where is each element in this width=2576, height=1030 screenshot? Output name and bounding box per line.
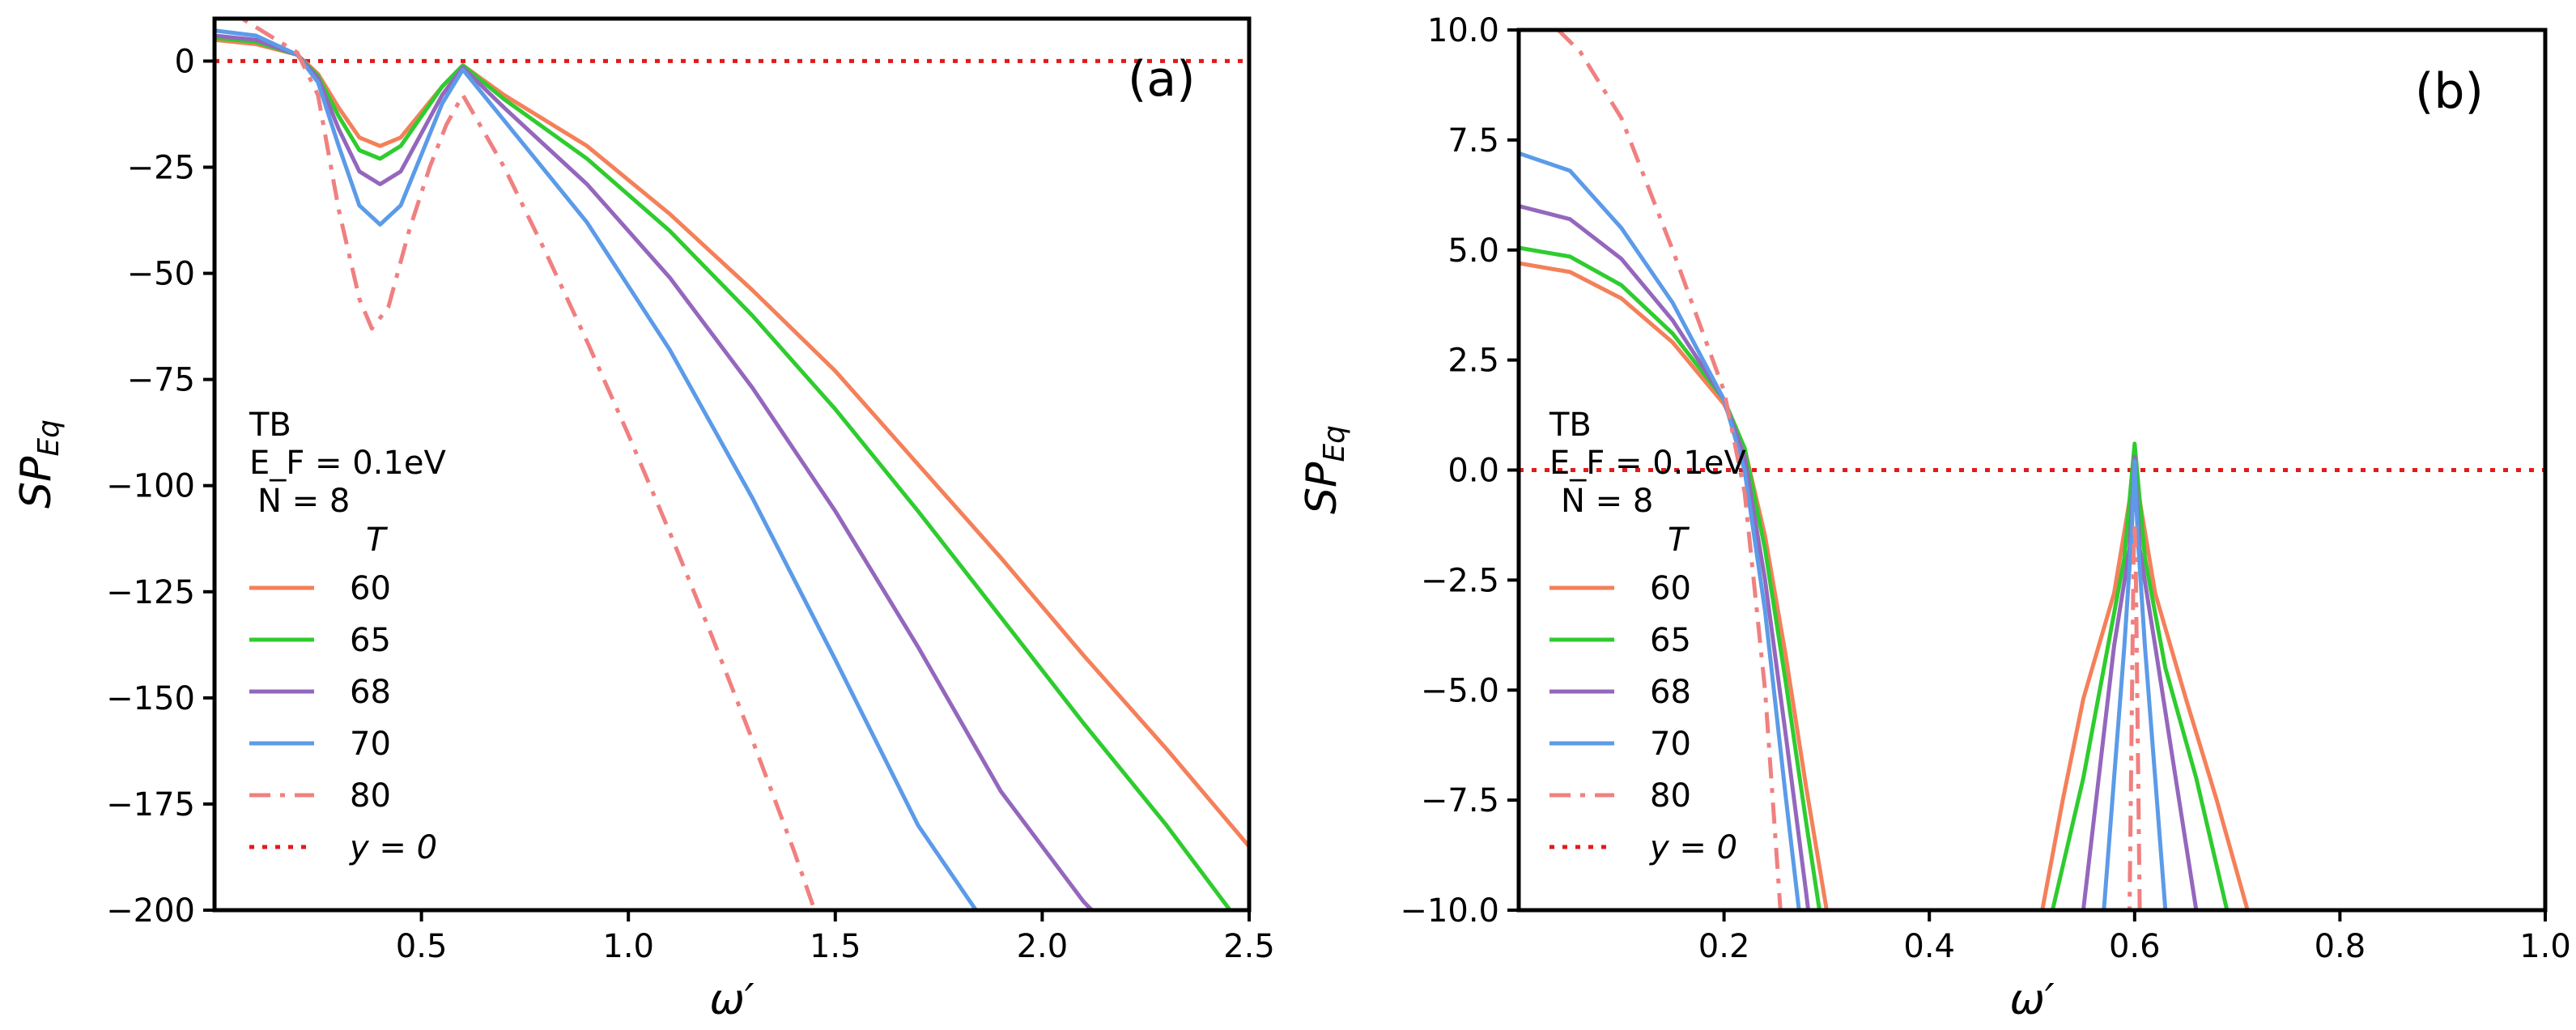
legend-a-label-5: y = 0 xyxy=(349,829,437,866)
x-tick-label-a-3: 2.0 xyxy=(1017,928,1069,965)
legend-a-line2: E_F = 0.1eV xyxy=(249,445,446,482)
panel-b: 0.2 0.4 0.6 0.8 1.0 10.0 7.5 5.0 2.5 0.0 −2.5 −5.0… xyxy=(1298,12,2571,1024)
panel-b-y-axis-label-main: SP xyxy=(1298,462,1346,514)
x-tick-label-b-1: 0.4 xyxy=(1903,928,1955,965)
panel-b-legend: TB E_F = 0.1eV N = 8 T 60 65 68 70 80 y = 0 xyxy=(1549,406,1746,866)
panel-b-x-axis-label: ω′ xyxy=(2009,976,2055,1024)
series-a-T80 xyxy=(215,19,817,910)
y-tick-label-a-4: −100 xyxy=(106,468,195,505)
y-tick-label-a-3: −75 xyxy=(127,362,195,399)
panel-a-x-axis-label: ω′ xyxy=(709,976,755,1024)
y-tick-label-b-2: 5.0 xyxy=(1447,232,1499,270)
legend-b-entries: 60 65 68 70 80 y = 0 xyxy=(1549,570,1737,866)
panel-b-y-axis-label: SPEq xyxy=(1298,425,1351,514)
panel-b-label: (b) xyxy=(2415,63,2484,120)
y-tick-label-b-4: 0.0 xyxy=(1447,453,1499,490)
x-tick-label-b-4: 1.0 xyxy=(2519,928,2571,965)
panel-a: 0.5 1.0 1.5 2.0 2.5 0 −25 −50 −75 −100 −125 −150 −1… xyxy=(12,16,1275,1024)
legend-b-label-0: 60 xyxy=(1650,570,1691,607)
panel-b-y-axis-label-sub: Eq xyxy=(1318,425,1351,462)
panel-a-y-axis-label-sub: Eq xyxy=(32,419,66,457)
legend-b-label-2: 68 xyxy=(1650,674,1691,711)
legend-b-line1: TB xyxy=(1549,406,1592,444)
x-tick-label-b-0: 0.2 xyxy=(1698,928,1750,965)
series-peak-b-T80 xyxy=(2128,521,2142,910)
panel-a-series xyxy=(215,19,1249,910)
y-tick-label-b-5: −2.5 xyxy=(1421,562,1499,599)
x-tick-label-b-2: 0.6 xyxy=(2109,928,2161,965)
series-peak-b-T70 xyxy=(2102,459,2168,910)
panel-a-y-axis-label: SPEq xyxy=(12,419,66,509)
panel-a-label: (a) xyxy=(1128,51,1196,108)
y-tick-label-b-8: −10.0 xyxy=(1400,892,1499,930)
legend-a-entries: 60 65 68 70 80 y = 0 xyxy=(249,570,437,866)
series-a-T65 xyxy=(215,36,1233,910)
y-tick-label-b-6: −5.0 xyxy=(1421,672,1499,709)
legend-a-line1: TB xyxy=(249,406,291,444)
legend-a-label-2: 68 xyxy=(350,674,391,711)
legend-b-label-3: 70 xyxy=(1650,726,1691,763)
panel-a-y-ticks: 0 −25 −50 −75 −100 −125 −150 −175 −200 xyxy=(106,43,215,930)
legend-b-label-1: 65 xyxy=(1650,622,1691,659)
y-tick-label-a-0: 0 xyxy=(175,43,195,80)
y-tick-label-b-7: −7.5 xyxy=(1421,782,1499,819)
panel-a-legend: TB E_F = 0.1eV N = 8 T 60 65 68 70 80 y = 0 xyxy=(249,406,446,866)
panel-b-x-ticks: 0.2 0.4 0.6 0.8 1.0 xyxy=(1698,910,2571,965)
panel-a-plot-frame xyxy=(212,16,1252,913)
y-tick-label-b-3: 2.5 xyxy=(1447,343,1499,380)
series-a-T70 xyxy=(215,28,978,910)
panel-b-series xyxy=(1519,30,2250,910)
legend-b-label-4: 80 xyxy=(1650,777,1691,815)
legend-a-line3: N = 8 xyxy=(257,483,350,520)
series-peak-b-T68 xyxy=(2081,454,2199,910)
legend-b-line3: N = 8 xyxy=(1561,483,1653,520)
panel-a-y-axis-label-main: SP xyxy=(12,456,61,509)
legend-a-title: T xyxy=(366,521,389,559)
panel-a-x-ticks: 0.5 1.0 1.5 2.0 2.5 xyxy=(396,910,1275,965)
y-tick-label-a-8: −200 xyxy=(106,892,195,930)
y-tick-label-a-6: −150 xyxy=(106,680,195,717)
legend-a-label-1: 65 xyxy=(350,622,391,659)
y-tick-label-a-5: −125 xyxy=(106,574,195,611)
legend-b-line2: E_F = 0.1eV xyxy=(1549,445,1746,482)
legend-b-label-5: y = 0 xyxy=(1649,829,1737,866)
x-tick-label-a-1: 1.0 xyxy=(602,928,654,965)
y-tick-label-a-2: −50 xyxy=(127,256,195,293)
legend-a-label-4: 80 xyxy=(350,777,391,815)
y-tick-label-b-1: 7.5 xyxy=(1447,122,1499,160)
y-tick-label-a-1: −25 xyxy=(127,150,195,187)
panel-b-y-ticks: 10.0 7.5 5.0 2.5 0.0 −2.5 −5.0 −7.5 −10.0 xyxy=(1400,12,1519,930)
legend-b-title: T xyxy=(1668,521,1690,559)
y-tick-label-b-0: 10.0 xyxy=(1427,12,1499,49)
x-tick-label-a-0: 0.5 xyxy=(396,928,448,965)
x-tick-label-a-4: 2.5 xyxy=(1223,928,1275,965)
series-peak-b-T65 xyxy=(2050,441,2230,910)
legend-a-label-0: 60 xyxy=(350,570,391,607)
x-tick-label-a-2: 1.5 xyxy=(810,928,861,965)
legend-a-label-3: 70 xyxy=(350,726,391,763)
y-tick-label-a-7: −175 xyxy=(106,786,195,824)
x-tick-label-b-3: 0.8 xyxy=(2315,928,2366,965)
